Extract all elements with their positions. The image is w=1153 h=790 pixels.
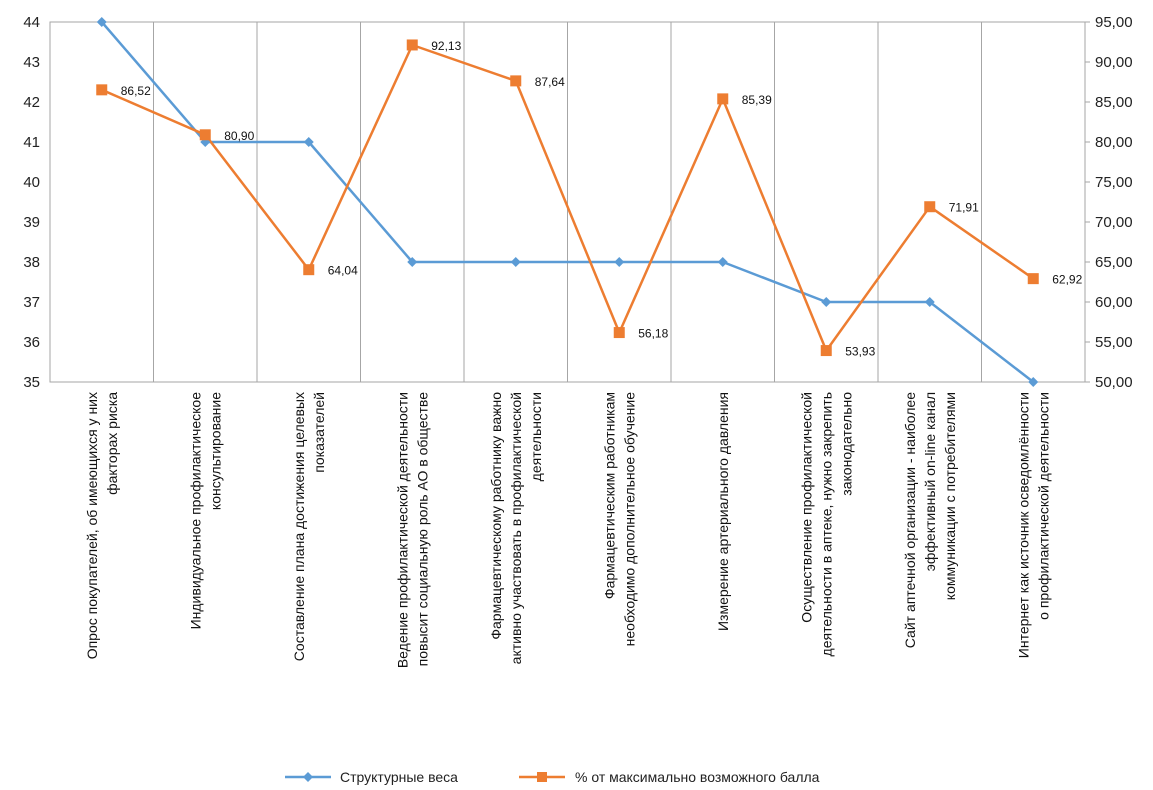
data-label: 85,39: [742, 93, 772, 107]
legend-marker-structural-weights: [303, 772, 313, 782]
point-marker-square: [1027, 273, 1039, 285]
point-marker-square: [303, 264, 315, 276]
data-label: 71,91: [949, 201, 979, 215]
series-markers: [96, 17, 1039, 387]
point-marker-diamond: [96, 17, 107, 27]
left-tick-label: 41: [23, 134, 40, 151]
right-tick-label: 85,00: [1095, 94, 1133, 111]
point-marker-diamond: [407, 257, 418, 267]
left-tick-label: 40: [23, 174, 40, 191]
left-tick-label: 36: [23, 334, 40, 351]
point-marker-diamond: [717, 257, 728, 267]
point-marker-square: [820, 345, 832, 357]
data-label: 64,04: [328, 264, 358, 278]
data-label: 53,93: [845, 345, 875, 359]
right-axis-ticks: 50,00 55,00 60,00 65,00 70,00 75,00 80,00 85,00…: [1085, 14, 1133, 391]
legend-label-structural-weights: Структурные веса: [340, 769, 458, 785]
left-tick-label: 35: [23, 374, 40, 391]
category-label: Опрос покупателей, об имеющихся у них фак…: [84, 392, 120, 660]
point-marker-diamond: [1028, 377, 1039, 387]
left-tick-label: 39: [23, 214, 40, 231]
point-marker-diamond: [303, 137, 314, 147]
right-tick-label: 80,00: [1095, 134, 1133, 151]
series-line-1: [101, 43, 1035, 352]
legend-label-percent-max: % от максимально возможного балла: [575, 769, 820, 785]
right-tick-label: 70,00: [1095, 214, 1133, 231]
legend-marker-percent-max: [537, 772, 547, 782]
point-marker-square: [199, 129, 211, 141]
point-marker-square: [406, 39, 418, 51]
category-label: Ведение профилактической деятельности пов…: [394, 392, 430, 668]
right-tick-label: 50,00: [1095, 374, 1133, 391]
data-label: 62,92: [1052, 273, 1082, 287]
point-marker-square: [717, 93, 729, 105]
category-label: Индивидуальное профилактическое консульти…: [187, 392, 223, 630]
right-tick-label: 65,00: [1095, 254, 1133, 271]
left-axis-ticks: 35 36 37 38 39 40 41 42 43 44: [23, 14, 40, 391]
category-label: Фармацевтическому работнику важно активно…: [488, 392, 544, 665]
point-marker-square: [96, 84, 108, 96]
point-marker-diamond: [821, 297, 832, 307]
data-label: 86,52: [121, 84, 151, 98]
left-tick-label: 42: [23, 94, 40, 111]
series-lines: [100, 21, 1035, 383]
right-tick-label: 55,00: [1095, 334, 1133, 351]
right-tick-label: 90,00: [1095, 54, 1133, 71]
right-tick-label: 75,00: [1095, 174, 1133, 191]
point-marker-square: [924, 201, 936, 213]
right-tick-label: 60,00: [1095, 294, 1133, 311]
point-marker-square: [510, 75, 522, 87]
series-line-0: [100, 21, 1035, 383]
point-marker-diamond: [614, 257, 625, 267]
category-label: Интернет как источник осведомлённости о п…: [1015, 392, 1051, 658]
data-label: 92,13: [431, 39, 461, 53]
point-marker-diamond: [924, 297, 935, 307]
left-tick-label: 37: [23, 294, 40, 311]
category-label: Фармацевтическим работникам необходимо до…: [601, 392, 637, 647]
left-tick-label: 43: [23, 54, 40, 71]
left-tick-label: 44: [23, 14, 40, 31]
category-labels: Опрос покупателей, об имеющихся у них фак…: [84, 392, 1052, 668]
data-label: 80,90: [224, 129, 254, 143]
right-tick-label: 95,00: [1095, 14, 1133, 31]
data-label: 87,64: [535, 75, 565, 89]
left-tick-label: 38: [23, 254, 40, 271]
point-marker-square: [613, 327, 625, 339]
point-marker-diamond: [510, 257, 521, 267]
data-labels: 86,52 80,90 64,04 92,13 87,64 56,18 85,39 53,93…: [121, 39, 1083, 359]
category-label: Сайт аптечной организации - наиболее эффе…: [902, 392, 958, 648]
category-label: Осуществление профилактической деятельнос…: [798, 392, 854, 657]
category-label: Составление плана достижения целевых пока…: [291, 392, 327, 661]
data-label: 56,18: [638, 327, 668, 341]
legend: Структурные веса % от максимально возмож…: [285, 769, 820, 785]
category-label: Измерение артериального давления: [715, 392, 731, 631]
vertical-gridlines: [153, 22, 982, 382]
